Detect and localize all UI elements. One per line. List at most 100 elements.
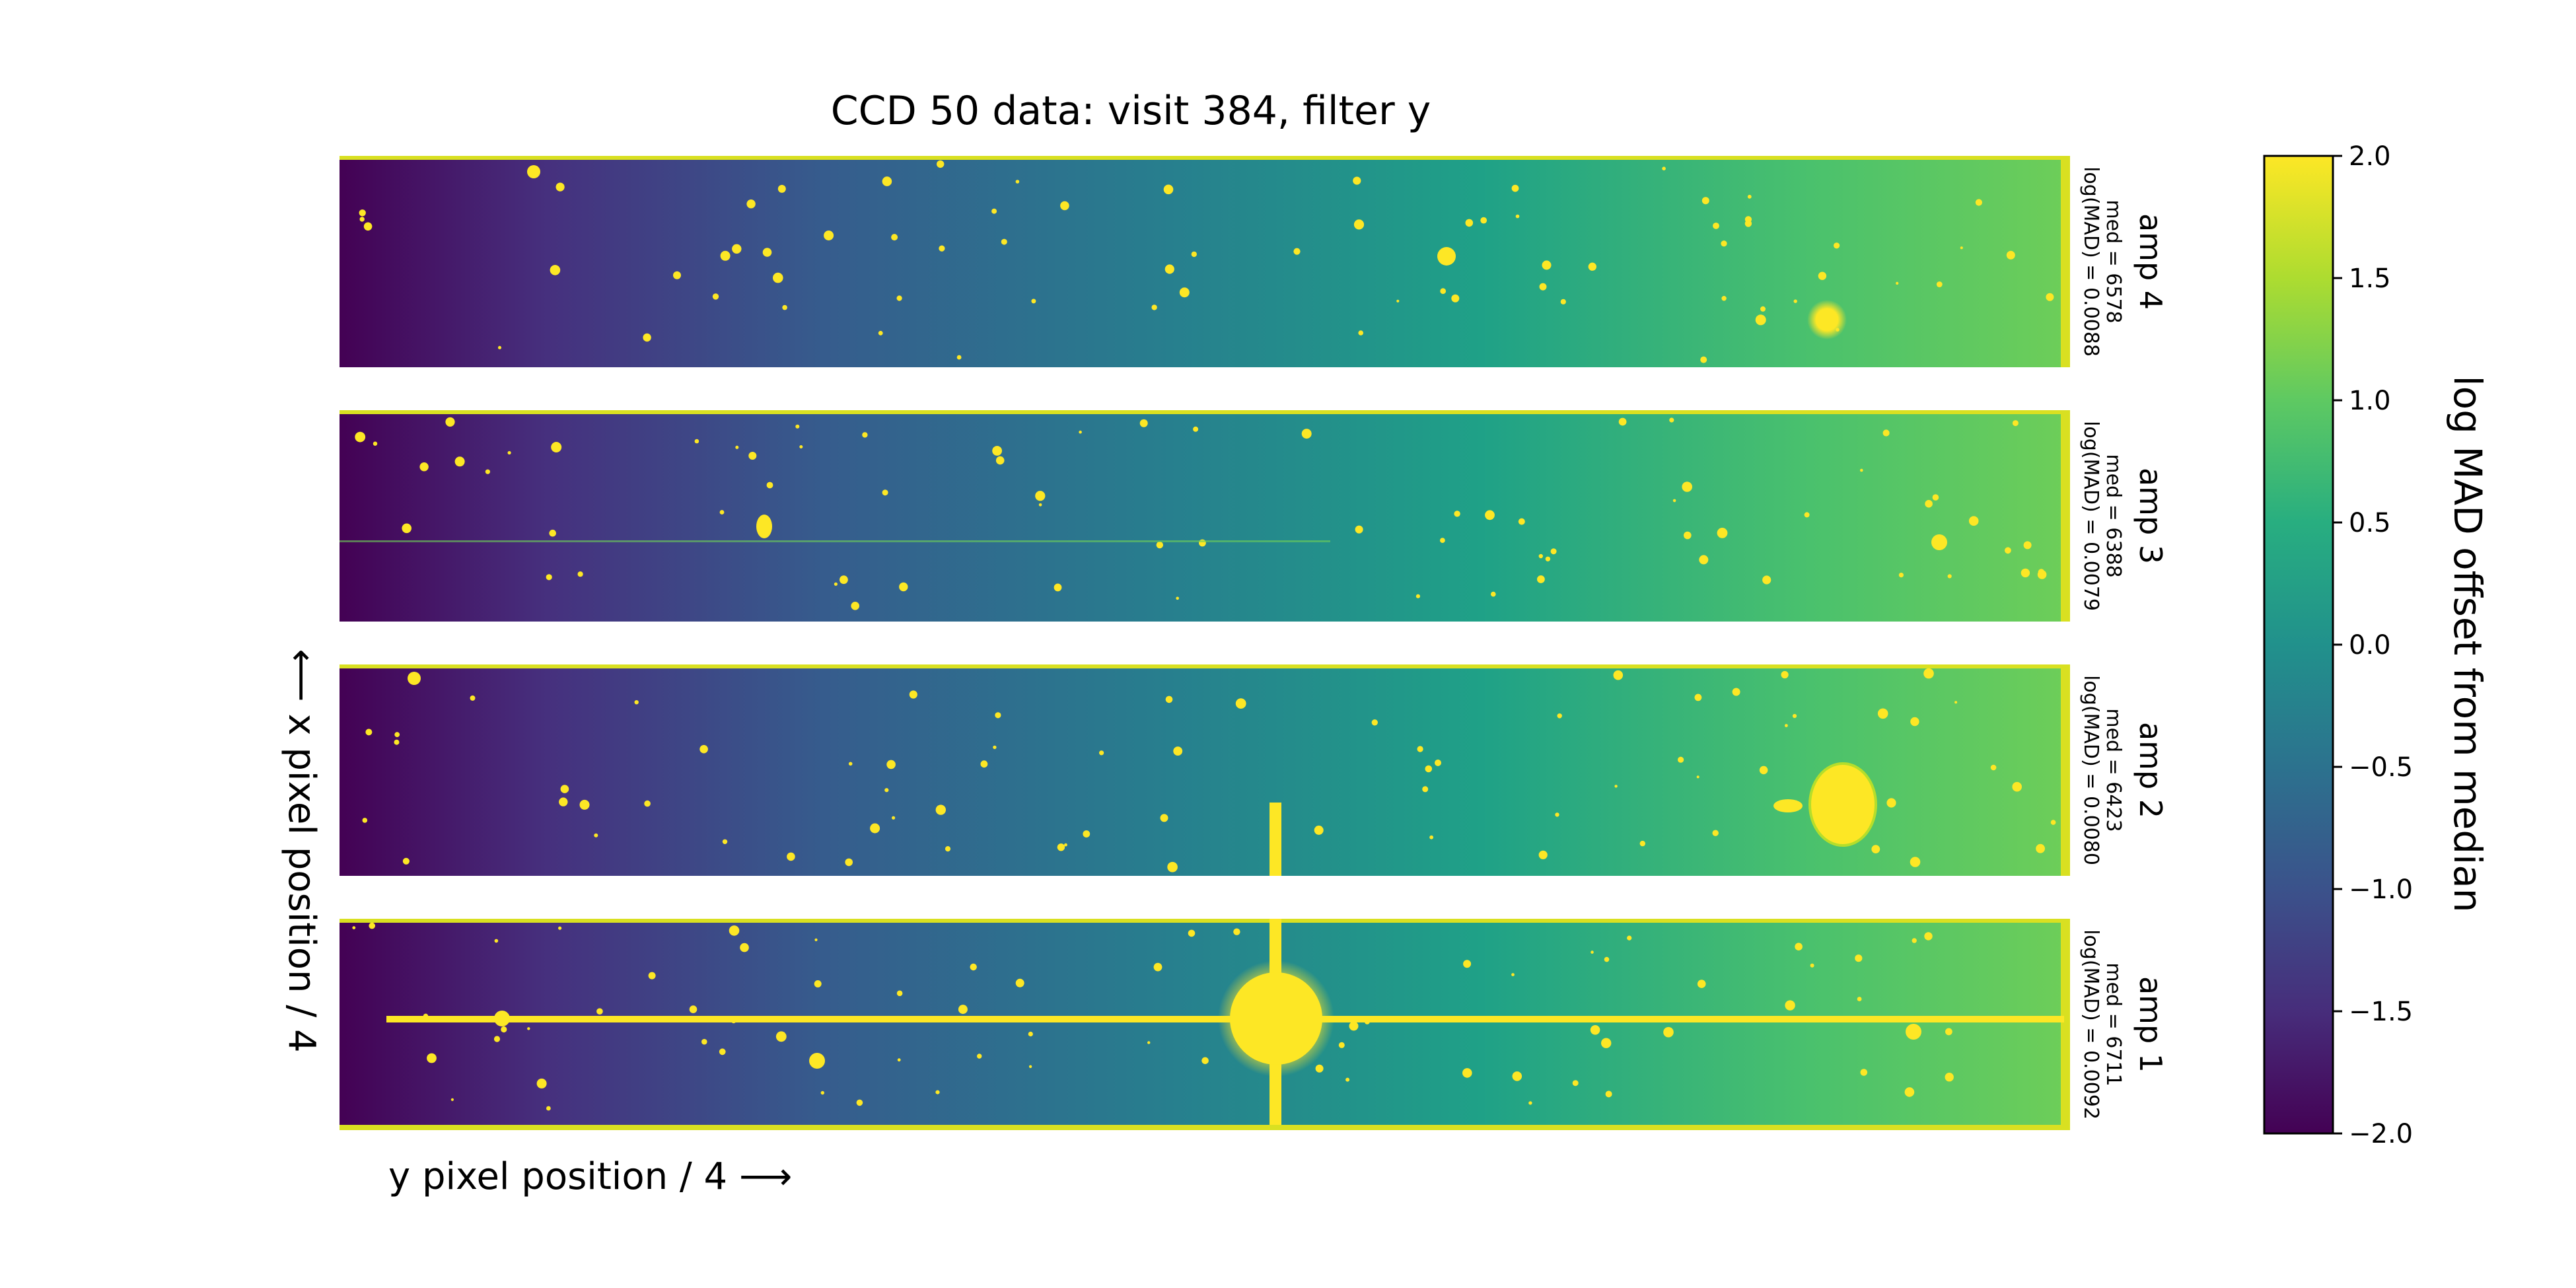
panel-amp-label: amp 4 (2133, 213, 2168, 310)
star (1355, 525, 1363, 534)
panel-edge (340, 156, 2070, 160)
bright-star (1807, 300, 1847, 340)
star (2005, 547, 2011, 554)
star (1515, 214, 1520, 219)
panel-logmad-label: log(MAD) = 0.0080 (2079, 675, 2102, 865)
star (720, 250, 731, 261)
chart-title: CCD 50 data: visit 384, filter y (831, 88, 1431, 134)
star (1179, 287, 1190, 298)
star (1793, 299, 1797, 303)
star (991, 208, 997, 214)
star (1605, 1091, 1612, 1098)
panel-med-label: med = 6423 (2102, 708, 2125, 832)
star (782, 304, 787, 310)
star (897, 1058, 901, 1062)
star (1165, 696, 1173, 703)
star (1871, 845, 1880, 853)
star (549, 529, 556, 537)
star (1160, 814, 1168, 822)
amp-panel: log(MAD) = 0.0092 med = 6711 amp 1 (340, 919, 2168, 1130)
panel-edge (340, 919, 2070, 923)
star (1031, 299, 1036, 304)
star (1990, 764, 1997, 771)
bright-star (1906, 1024, 1921, 1040)
star (1315, 1064, 1324, 1073)
star (777, 184, 786, 193)
star (977, 1054, 982, 1059)
star (369, 922, 375, 929)
star (1945, 1028, 1952, 1036)
bright-star (408, 672, 421, 685)
galaxy (1773, 799, 1803, 812)
star (799, 445, 803, 448)
colorbar-tick-label: −1.5 (2349, 997, 2413, 1027)
star (1176, 596, 1179, 600)
star (594, 833, 598, 838)
star (546, 1106, 551, 1111)
star (1672, 499, 1676, 503)
star (1163, 184, 1174, 195)
star (845, 858, 853, 867)
star (2006, 250, 2015, 260)
star (1898, 573, 1904, 578)
star (1139, 419, 1148, 427)
star (1960, 246, 1963, 250)
star (450, 1098, 454, 1101)
star (1614, 785, 1618, 788)
star (1627, 935, 1632, 941)
amp-panel: log(MAD) = 0.0080 med = 6423 amp 2 (340, 664, 2168, 876)
star (1545, 556, 1551, 561)
bright-star (809, 1053, 825, 1069)
star (1173, 746, 1183, 756)
star (1601, 1038, 1612, 1048)
star (694, 439, 699, 444)
star (1721, 296, 1727, 301)
star (365, 729, 373, 736)
star (550, 265, 561, 275)
star (787, 852, 795, 861)
star (1156, 541, 1164, 549)
colorbar-tick-label: −1.0 (2349, 875, 2413, 905)
panel-logmad-label: log(MAD) = 0.0092 (2079, 929, 2102, 1120)
colorbar-label: log MAD offset from median (2445, 375, 2490, 912)
star (498, 345, 501, 349)
star (980, 760, 988, 768)
star (1975, 199, 1982, 206)
panel-image (340, 410, 2070, 622)
star (2046, 293, 2054, 301)
star (1440, 288, 1447, 295)
star (1886, 798, 1896, 808)
star (2050, 820, 2056, 825)
star (1572, 1080, 1579, 1087)
star (359, 209, 366, 217)
star (1396, 299, 1400, 303)
star (834, 582, 838, 586)
star (1860, 468, 1863, 472)
star (1762, 575, 1771, 585)
star (485, 469, 491, 474)
panel-med-label: med = 6388 (2102, 454, 2125, 577)
star (1968, 516, 1979, 526)
star (773, 272, 783, 283)
star (1235, 698, 1246, 709)
star (1301, 429, 1312, 439)
star (856, 1099, 863, 1106)
star (427, 1053, 437, 1063)
star (1591, 950, 1594, 954)
star (1855, 954, 1863, 962)
star (494, 939, 499, 943)
star (1747, 194, 1752, 199)
star (958, 1005, 968, 1015)
star (993, 745, 997, 750)
star (1538, 554, 1543, 559)
panel-logmad-label: log(MAD) = 0.0088 (2079, 166, 2102, 357)
star (935, 805, 947, 815)
star (363, 222, 373, 231)
star (1590, 1025, 1600, 1035)
star (701, 1038, 707, 1045)
star (746, 199, 756, 209)
star (1422, 786, 1429, 793)
star (1429, 835, 1434, 840)
star (766, 482, 773, 489)
star (1201, 1057, 1209, 1065)
